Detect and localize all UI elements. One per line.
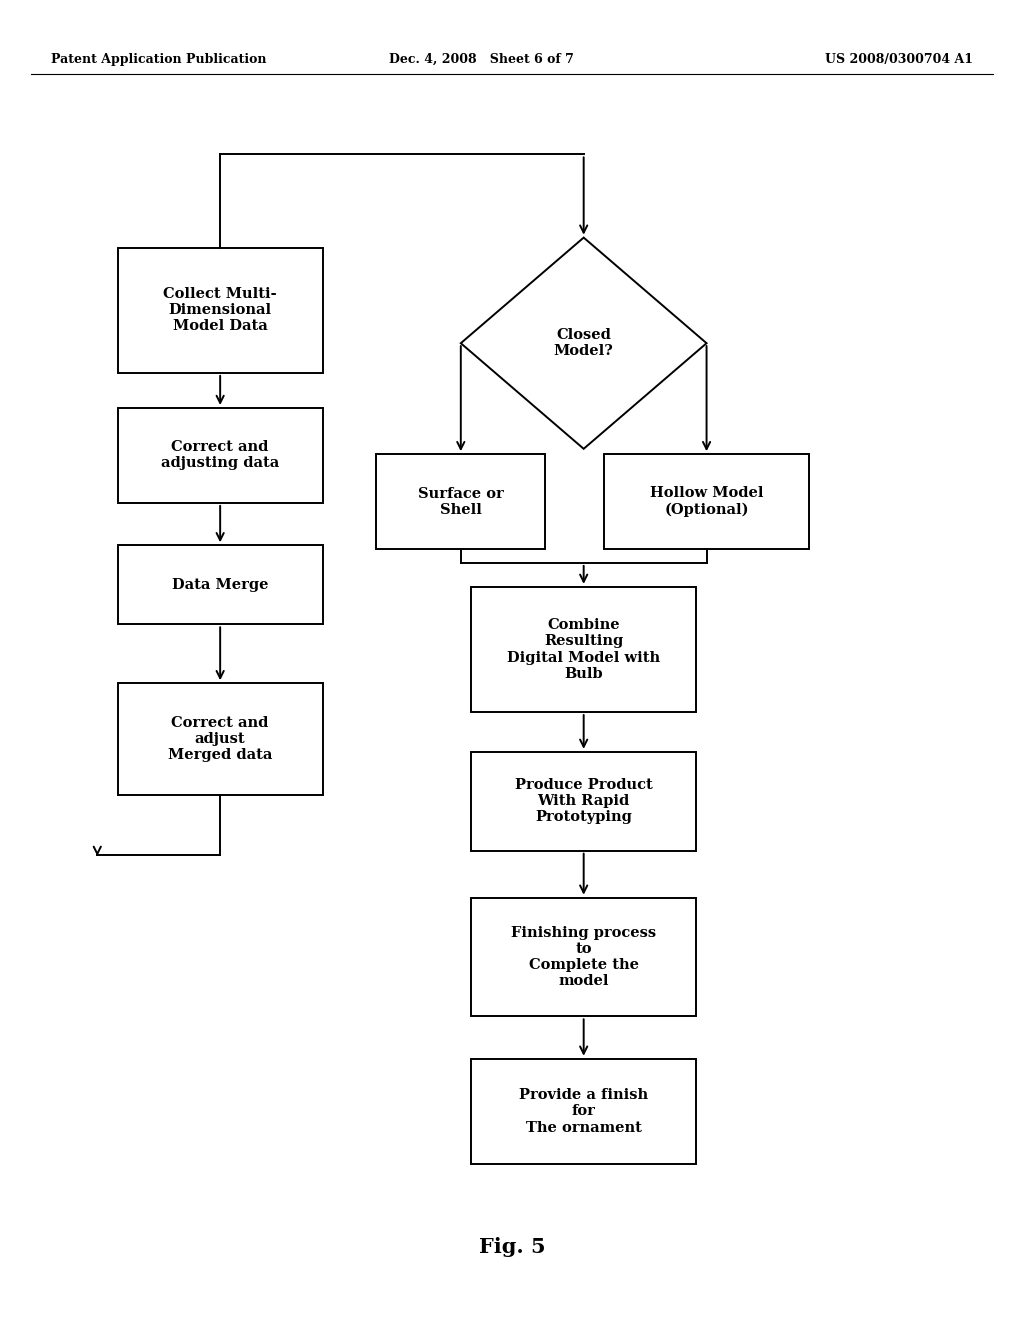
- Text: Correct and
adjusting data: Correct and adjusting data: [161, 441, 280, 470]
- Text: Data Merge: Data Merge: [172, 578, 268, 591]
- Text: Surface or
Shell: Surface or Shell: [418, 487, 504, 516]
- Text: Correct and
adjust
Merged data: Correct and adjust Merged data: [168, 715, 272, 763]
- Text: Combine
Resulting
Digital Model with
Bulb: Combine Resulting Digital Model with Bul…: [507, 618, 660, 681]
- Text: Finishing process
to
Complete the
model: Finishing process to Complete the model: [511, 925, 656, 989]
- Text: Fig. 5: Fig. 5: [478, 1237, 546, 1258]
- Bar: [471, 1059, 696, 1164]
- Bar: [118, 545, 323, 624]
- Polygon shape: [461, 238, 707, 449]
- Text: Produce Product
With Rapid
Prototyping: Produce Product With Rapid Prototyping: [515, 777, 652, 825]
- Bar: [118, 408, 323, 503]
- Text: US 2008/0300704 A1: US 2008/0300704 A1: [824, 53, 973, 66]
- Text: Provide a finish
for
The ornament: Provide a finish for The ornament: [519, 1088, 648, 1135]
- Text: Dec. 4, 2008   Sheet 6 of 7: Dec. 4, 2008 Sheet 6 of 7: [389, 53, 573, 66]
- Bar: [377, 454, 545, 549]
- Text: Patent Application Publication: Patent Application Publication: [51, 53, 266, 66]
- Bar: [118, 682, 323, 795]
- Text: Collect Multi-
Dimensional
Model Data: Collect Multi- Dimensional Model Data: [164, 286, 276, 334]
- Bar: [471, 586, 696, 713]
- Bar: [471, 751, 696, 850]
- Bar: [471, 898, 696, 1016]
- Bar: [118, 248, 323, 372]
- Text: Hollow Model
(Optional): Hollow Model (Optional): [650, 486, 763, 517]
- Text: Closed
Model?: Closed Model?: [554, 329, 613, 358]
- Bar: [604, 454, 809, 549]
